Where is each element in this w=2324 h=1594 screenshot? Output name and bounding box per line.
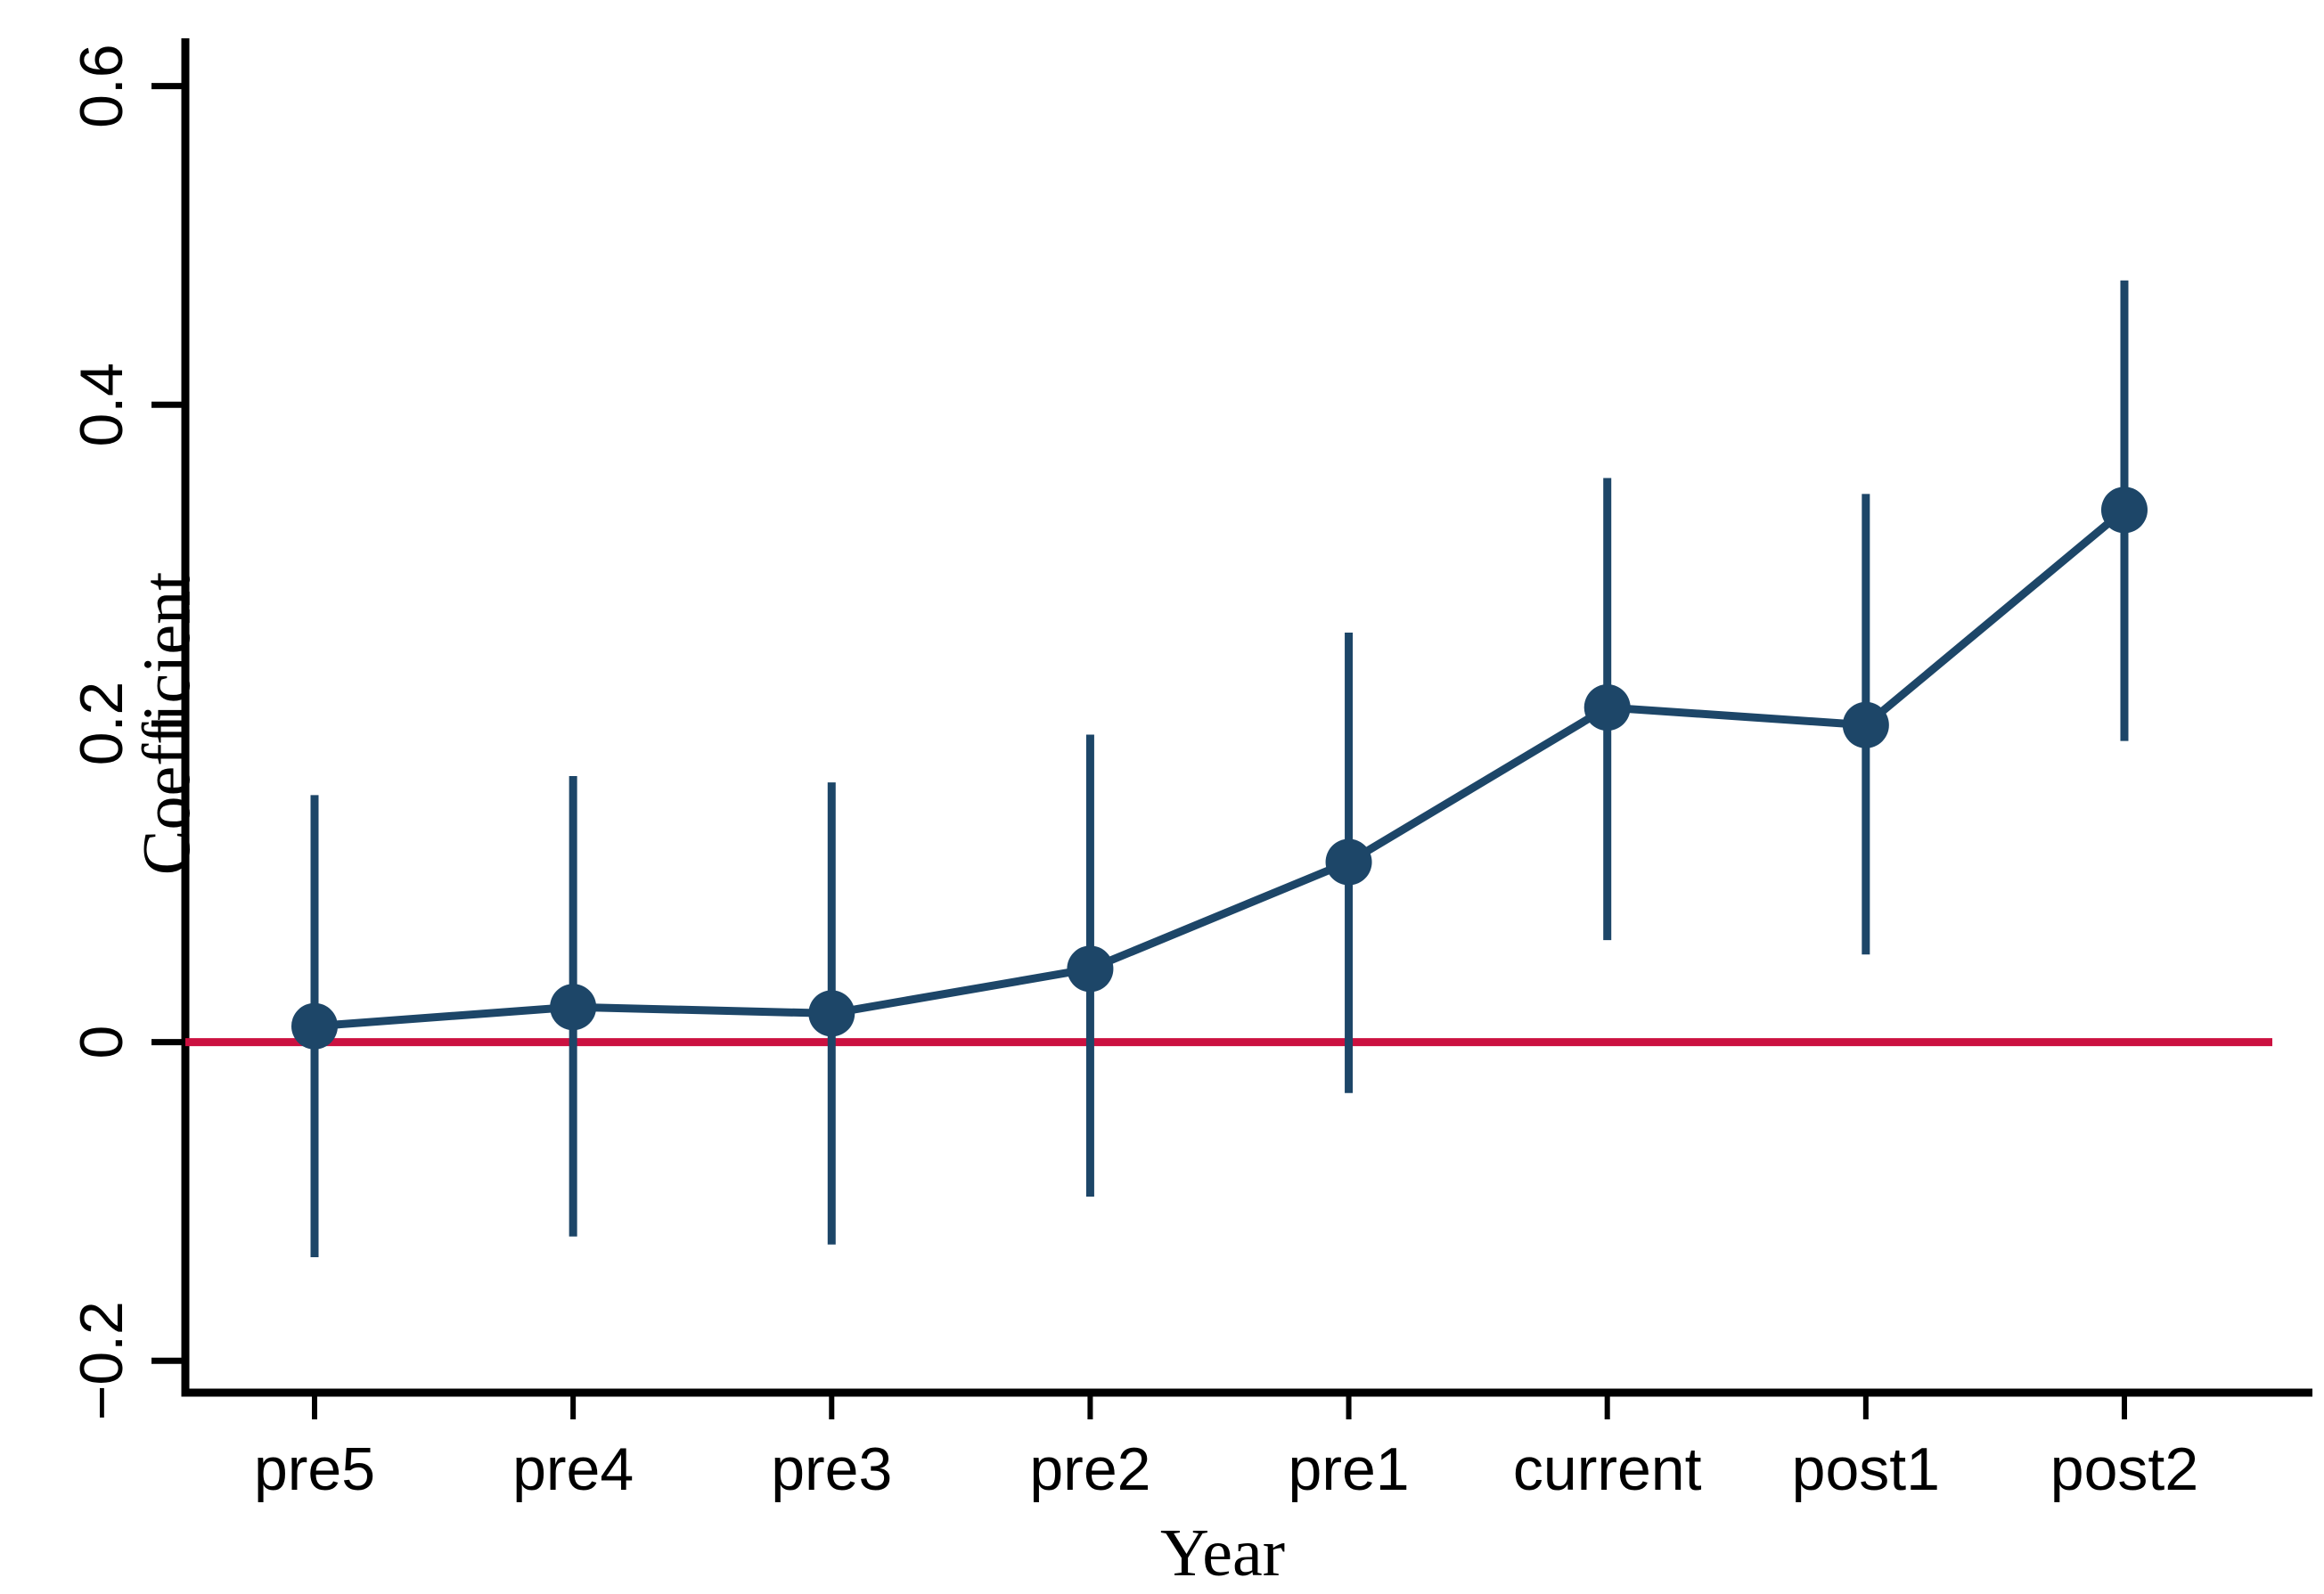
x-tick-label-pre4: pre4 [512,1435,634,1503]
y-tick-label: 0 [68,1026,135,1059]
data-point-post2 [2100,486,2148,534]
data-point-pre5 [291,1002,338,1050]
data-point-pre3 [808,990,855,1037]
data-point-pre1 [1325,838,1372,886]
y-tick-label: 0.2 [68,682,135,766]
data-point-post1 [1842,701,1889,748]
x-tick-label-pre5: pre5 [254,1435,375,1503]
x-tick-label-pre1: pre1 [1289,1435,1410,1503]
y-axis-title: Coefficient [129,571,205,876]
y-tick-label: 0.4 [68,363,135,447]
x-axis-title: Year [1159,1516,1286,1590]
series-connector-line [314,506,2127,1031]
data-point-current [1583,684,1631,732]
data-point-pre4 [550,984,597,1031]
x-tick-label-current: current [1513,1435,1702,1503]
x-tick-label-post2: post2 [2050,1435,2198,1503]
data-point-pre2 [1067,945,1114,993]
x-tick-label-pre2: pre2 [1029,1435,1150,1503]
x-tick-label-post1: post1 [1792,1435,1940,1503]
y-tick-label: 0.6 [68,44,135,128]
x-tick-label-pre3: pre3 [771,1435,892,1503]
y-tick-label: −0.2 [68,1301,135,1420]
